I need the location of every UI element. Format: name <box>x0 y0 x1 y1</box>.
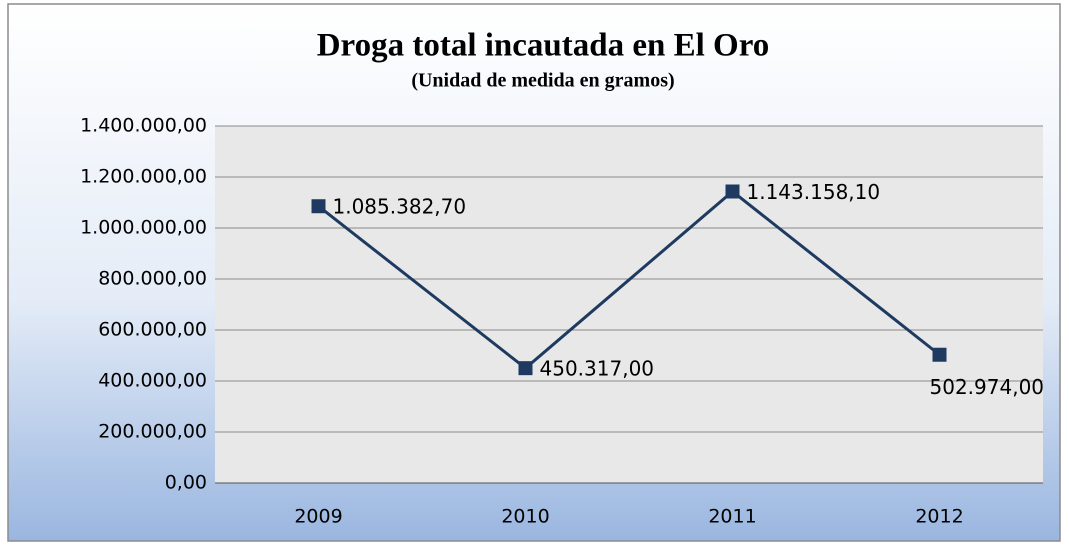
y-tick-label: 600.000,00 <box>98 319 207 341</box>
y-tick-label: 400.000,00 <box>98 370 207 392</box>
y-tick-label: 1.000.000,00 <box>80 217 207 239</box>
x-tick-label: 2010 <box>501 506 549 528</box>
y-tick-label: 800.000,00 <box>98 268 207 290</box>
data-label: 450.317,00 <box>540 357 655 381</box>
y-tick-label: 0,00 <box>165 472 207 494</box>
x-tick-label: 2011 <box>708 506 756 528</box>
marker <box>518 361 533 376</box>
y-tick-label: 1.200.000,00 <box>80 166 207 188</box>
marker <box>932 347 947 362</box>
plot-area <box>215 126 1043 483</box>
chart-subtitle: (Unidad de medida en gramos) <box>411 70 674 92</box>
chart-title: Droga total incautada en El Oro <box>317 28 770 64</box>
data-label: 502.974,00 <box>930 375 1045 399</box>
x-tick-label: 2009 <box>294 506 342 528</box>
marker <box>725 184 740 199</box>
y-tick-label: 200.000,00 <box>98 421 207 443</box>
data-label: 1.085.382,70 <box>333 195 467 219</box>
y-tick-label: 1.400.000,00 <box>80 115 207 137</box>
marker <box>311 199 326 214</box>
line <box>317 189 941 371</box>
x-tick-label: 2012 <box>915 506 963 528</box>
data-label: 1.143.158,10 <box>747 180 881 204</box>
